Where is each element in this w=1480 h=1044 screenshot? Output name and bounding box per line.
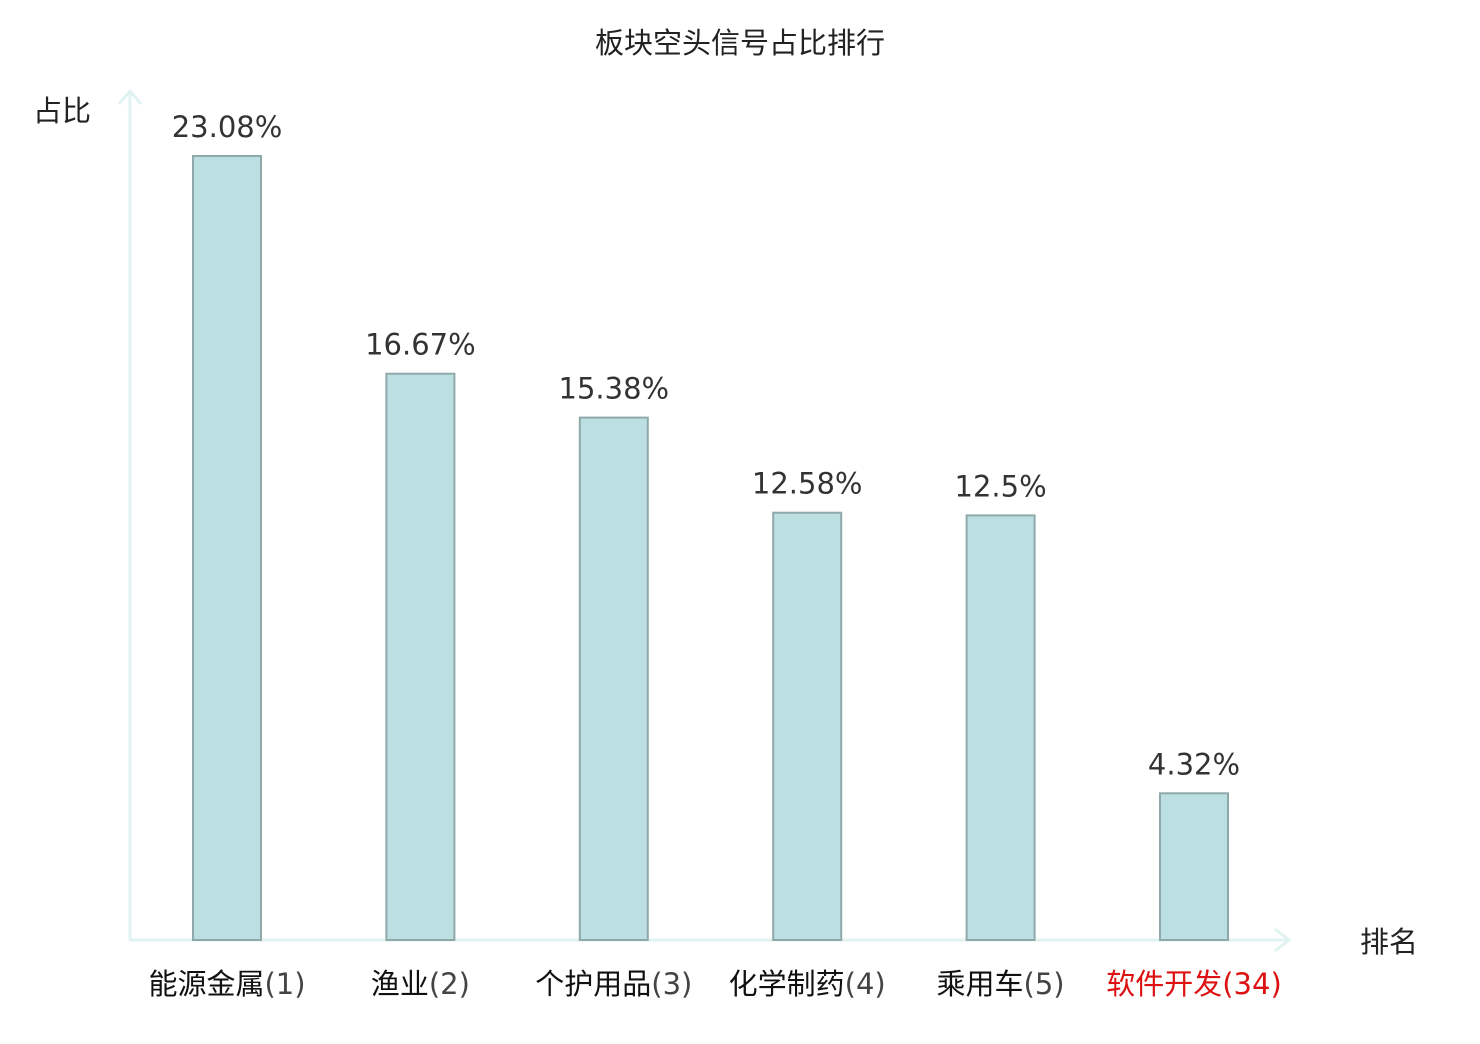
- category-name-3: 个护用品: [535, 967, 651, 1001]
- category-name-6: 软件开发: [1106, 967, 1222, 1001]
- value-label-4: 12.58%: [752, 467, 863, 501]
- category-name-5: 乘用车: [937, 967, 1024, 1001]
- bar-4: [772, 511, 843, 941]
- bar-5: [965, 514, 1036, 942]
- category-label-6: 软件开发(34): [1106, 967, 1282, 1001]
- category-rank-6: (34): [1222, 967, 1282, 1001]
- y-axis-arrow: [117, 88, 143, 105]
- y-axis-label: 占比: [33, 94, 91, 128]
- value-label-1: 23.08%: [172, 110, 283, 144]
- category-rank-2: (2): [429, 967, 470, 1001]
- bar-6: [1159, 792, 1229, 941]
- category-name-2: 渔业: [371, 967, 429, 1001]
- category-name-4: 化学制药: [729, 967, 845, 1001]
- value-label-6: 4.32%: [1148, 747, 1240, 781]
- value-label-5: 12.5%: [955, 469, 1047, 503]
- bar-3: [578, 416, 649, 942]
- category-label-1: 能源金属(1): [148, 967, 305, 1001]
- category-name-1: 能源金属: [148, 967, 264, 1001]
- value-label-3: 15.38%: [559, 372, 670, 406]
- category-label-2: 渔业(2): [371, 967, 470, 1001]
- category-label-4: 化学制药(4): [729, 967, 886, 1001]
- category-rank-5: (5): [1024, 967, 1065, 1001]
- bars-group: [192, 155, 1229, 942]
- category-rank-1: (1): [264, 967, 305, 1001]
- x-axis-label: 排名: [1360, 925, 1418, 959]
- category-label-5: 乘用车(5): [937, 967, 1065, 1001]
- chart-title: 板块空头信号占比排行: [595, 26, 885, 60]
- category-labels-group: 能源金属(1) 渔业(2) 个护用品(3) 化学制药(4) 乘用车(5) 软件开发(34): [148, 967, 1281, 1001]
- value-label-2: 16.67%: [365, 328, 476, 362]
- category-rank-3: (3): [651, 967, 692, 1001]
- bar-2: [385, 372, 456, 941]
- x-axis-arrow: [1274, 927, 1292, 953]
- bar-1: [192, 155, 262, 941]
- category-rank-4: (4): [845, 967, 886, 1001]
- category-label-3: 个护用品(3): [535, 967, 692, 1001]
- value-labels-group: 23.08% 16.67% 15.38% 12.58% 12.5% 4.32%: [172, 110, 1240, 781]
- axes: [117, 88, 1292, 953]
